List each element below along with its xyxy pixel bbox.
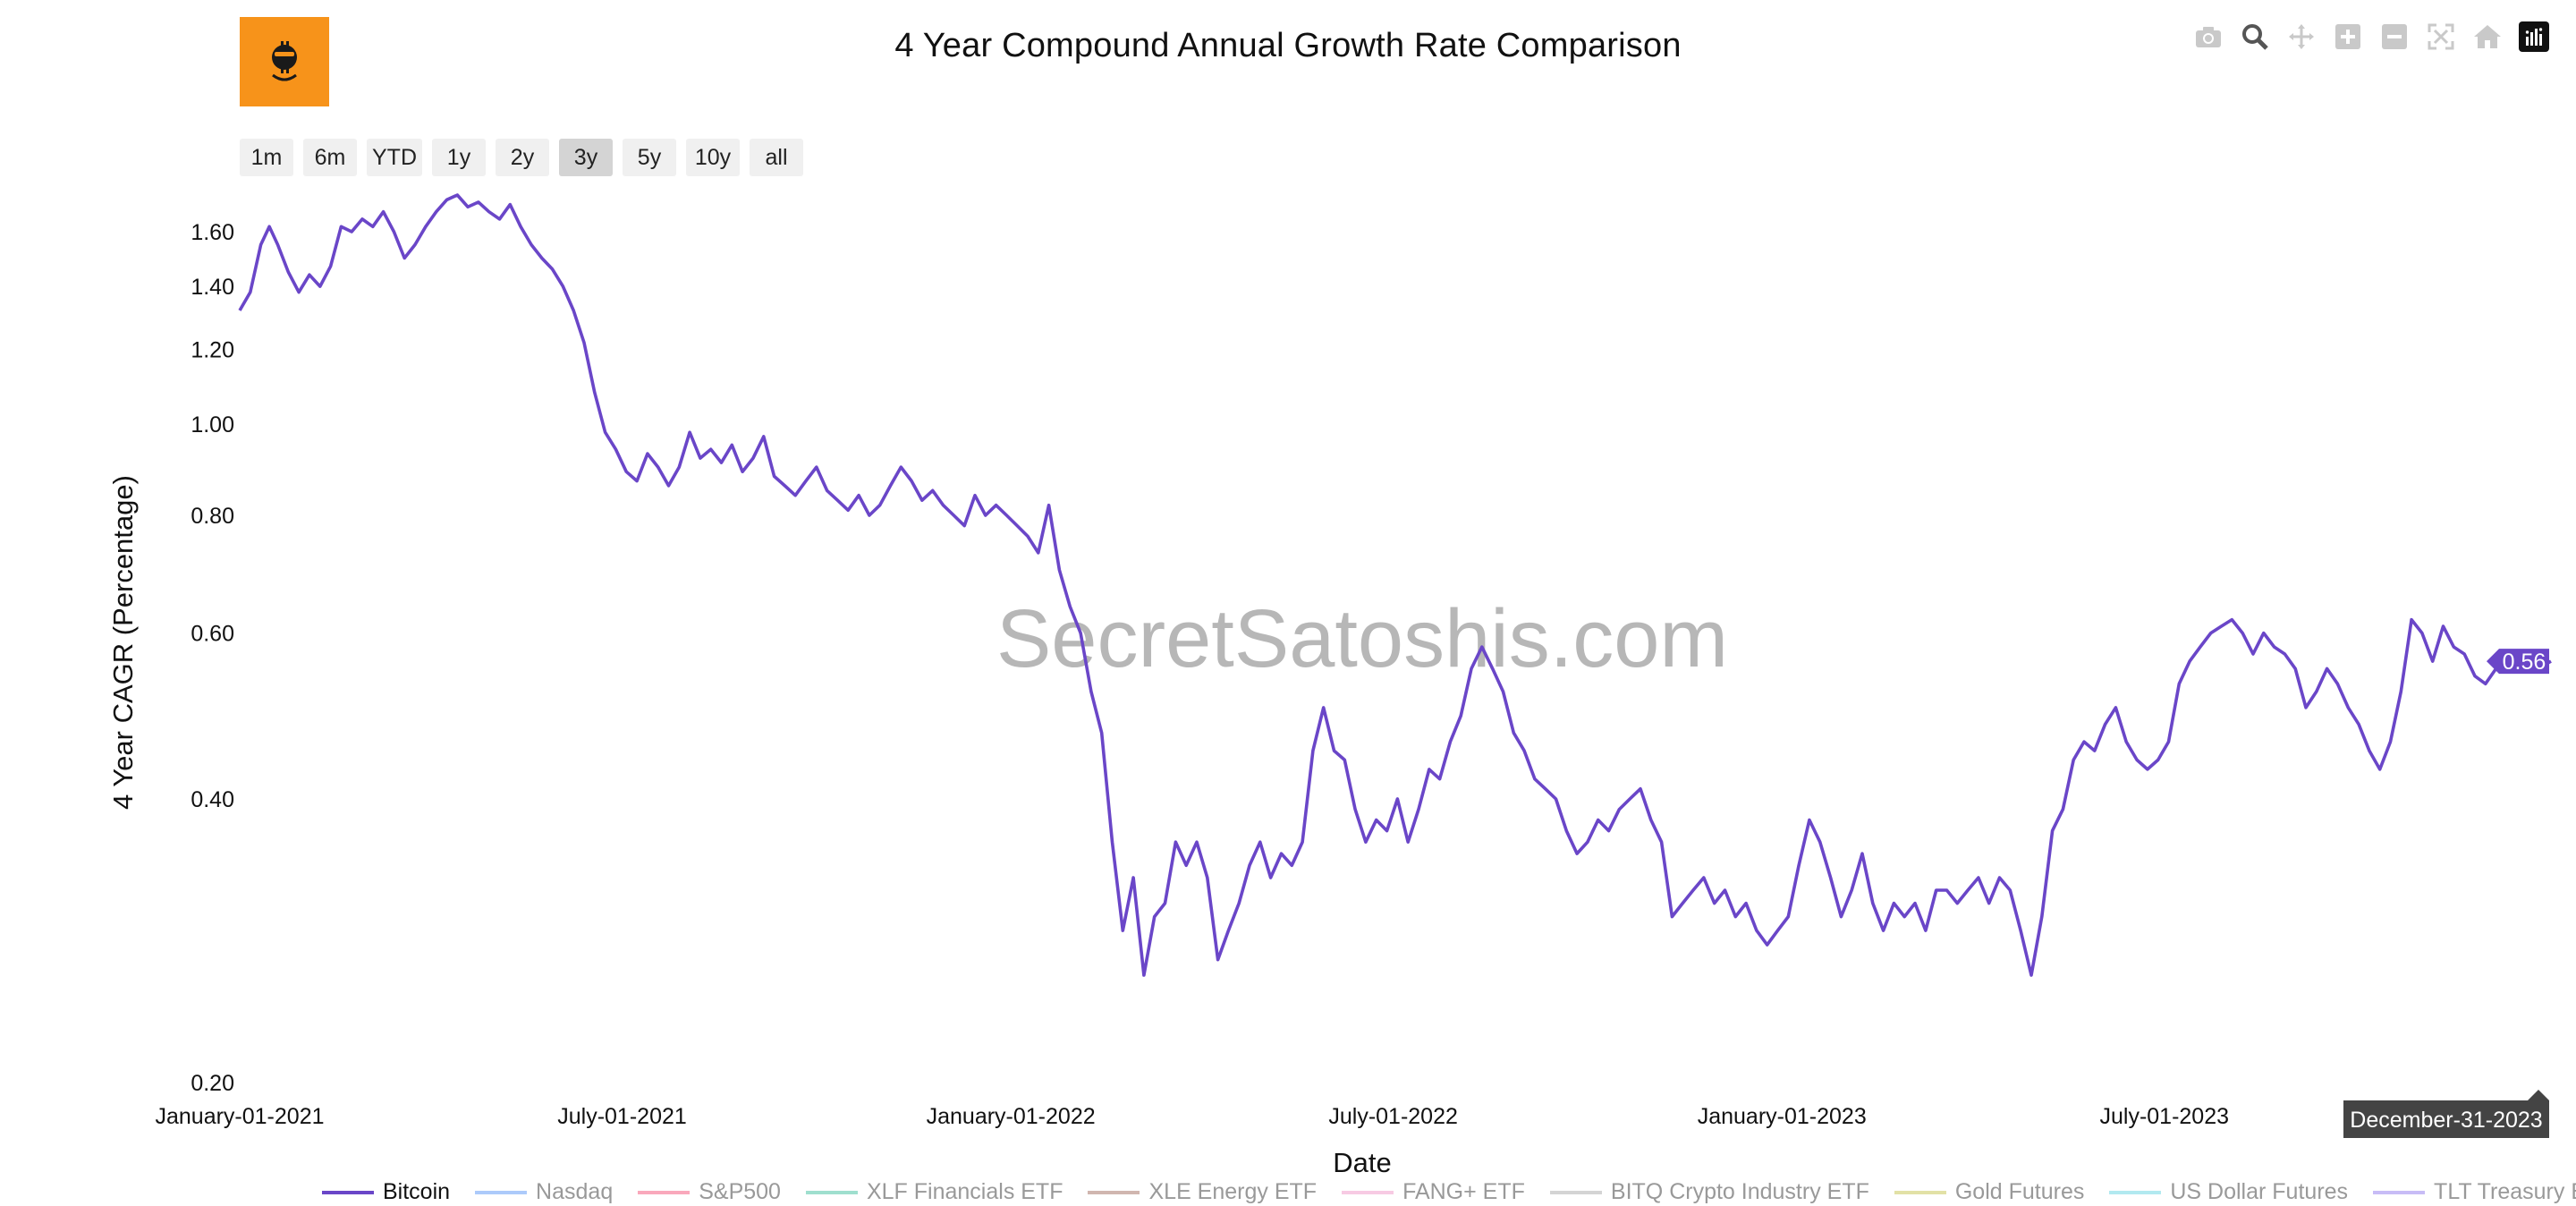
range-selector: 1m 6m YTD 1y 2y 3y 5y 10y all xyxy=(240,139,803,176)
range-button-3y[interactable]: 3y xyxy=(559,139,613,176)
legend-swatch xyxy=(805,1190,858,1194)
modebar xyxy=(2191,20,2551,54)
legend-item-fang-etf[interactable]: FANG+ ETF xyxy=(1342,1179,1525,1205)
legend-item-us-dollar-futures[interactable]: US Dollar Futures xyxy=(2109,1179,2348,1205)
x-tick-label: July-01-2023 xyxy=(2099,1104,2229,1129)
range-button-10y[interactable]: 10y xyxy=(686,139,740,176)
legend-item-bitcoin[interactable]: Bitcoin xyxy=(322,1179,450,1205)
zoom-out-icon[interactable] xyxy=(2377,20,2411,54)
camera-icon[interactable] xyxy=(2191,20,2225,54)
x-tick-label: July-01-2021 xyxy=(557,1104,687,1129)
y-tick-label: 0.20 xyxy=(191,1071,234,1096)
legend: Bitcoin Nasdaq S&P500 XLF Financials ETF XLE… xyxy=(322,1179,2576,1205)
legend-label: Nasdaq xyxy=(536,1179,614,1204)
legend-label: US Dollar Futures xyxy=(2170,1179,2349,1204)
legend-swatch xyxy=(322,1190,374,1194)
series-line-bitcoin[interactable] xyxy=(238,193,2552,977)
legend-item-tlt-treasury-bond-etf[interactable]: TLT Treasury Bond ETF xyxy=(2373,1179,2576,1205)
y-tick-label: 0.80 xyxy=(191,504,234,529)
legend-item-nasdaq[interactable]: Nasdaq xyxy=(475,1179,613,1205)
legend-swatch xyxy=(1894,1190,1946,1194)
range-button-ytd[interactable]: YTD xyxy=(367,139,422,176)
y-axis-title: 4 Year CAGR (Percentage) xyxy=(107,475,139,810)
legend-label: XLE Energy ETF xyxy=(1148,1179,1318,1204)
home-icon[interactable] xyxy=(2470,20,2504,54)
legend-swatch xyxy=(475,1190,528,1194)
x-tick-label: January-01-2023 xyxy=(1698,1104,1867,1129)
legend-swatch xyxy=(1549,1190,1602,1194)
legend-label: Gold Futures xyxy=(1954,1179,2085,1204)
autoscale-icon[interactable] xyxy=(2424,20,2458,54)
pan-icon[interactable] xyxy=(2284,20,2318,54)
y-tick-label: 1.60 xyxy=(191,220,234,245)
hover-value-box xyxy=(2487,649,2549,675)
legend-item-xle-energy-etf[interactable]: XLE Energy ETF xyxy=(1088,1179,1317,1205)
range-button-5y[interactable]: 5y xyxy=(623,139,676,176)
legend-label: TLT Treasury Bond ETF xyxy=(2434,1179,2576,1204)
legend-swatch xyxy=(2109,1190,2162,1194)
legend-label: S&P500 xyxy=(699,1179,781,1204)
legend-label: Bitcoin xyxy=(383,1179,451,1204)
y-tick-label: 1.20 xyxy=(191,338,234,363)
bitcoin-mascot-icon xyxy=(272,41,297,81)
range-button-all[interactable]: all xyxy=(750,139,803,176)
legend-item-bitq-crypto-industry-etf[interactable]: BITQ Crypto Industry ETF xyxy=(1549,1179,1869,1205)
legend-item-gold-futures[interactable]: Gold Futures xyxy=(1894,1179,2085,1205)
x-tick-label: January-01-2021 xyxy=(155,1104,324,1129)
y-tick-label: 0.60 xyxy=(191,622,234,647)
range-button-1m[interactable]: 1m xyxy=(240,139,293,176)
x-tick-label: July-01-2022 xyxy=(1328,1104,1458,1129)
bitcoin-logo xyxy=(240,17,329,106)
legend-swatch xyxy=(1088,1190,1140,1194)
range-button-6m[interactable]: 6m xyxy=(303,139,357,176)
legend-item-xlf-financials-etf[interactable]: XLF Financials ETF xyxy=(805,1179,1063,1205)
legend-swatch xyxy=(1342,1190,1394,1194)
hover-value-label: 0.56 xyxy=(2503,650,2546,675)
range-button-2y[interactable]: 2y xyxy=(496,139,549,176)
legend-label: XLF Financials ETF xyxy=(866,1179,1063,1204)
legend-swatch xyxy=(2373,1190,2426,1194)
legend-item-s-p500[interactable]: S&P500 xyxy=(638,1179,781,1205)
x-tick-label: January-01-2022 xyxy=(927,1104,1096,1129)
legend-swatch xyxy=(638,1190,691,1194)
zoom-in-icon[interactable] xyxy=(2331,20,2365,54)
plotly-logo-icon[interactable] xyxy=(2517,20,2551,54)
zoom-icon[interactable] xyxy=(2238,20,2272,54)
range-button-1y[interactable]: 1y xyxy=(432,139,486,176)
chart-title: 4 Year Compound Annual Growth Rate Compa… xyxy=(894,27,1682,64)
watermark-text: SecretSatoshis.com xyxy=(996,593,1728,684)
legend-label: BITQ Crypto Industry ETF xyxy=(1610,1179,1869,1204)
hover-date-box xyxy=(2343,1090,2549,1138)
legend-label: FANG+ ETF xyxy=(1402,1179,1525,1204)
y-tick-label: 0.40 xyxy=(191,787,234,812)
hover-date-label: December-31-2023 xyxy=(2350,1108,2542,1133)
x-axis-title: Date xyxy=(1333,1147,1391,1178)
y-tick-label: 1.00 xyxy=(191,412,234,437)
y-tick-label: 1.40 xyxy=(191,275,234,300)
